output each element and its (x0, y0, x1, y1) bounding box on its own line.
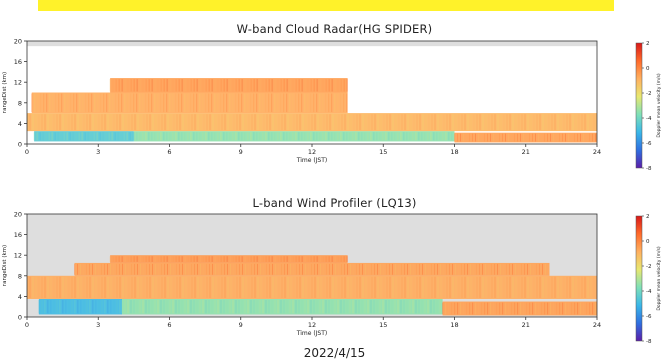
x-tick-label: 6 (167, 148, 171, 156)
colorbar-tick-label: 2 (646, 41, 650, 47)
x-tick-label: 21 (522, 148, 530, 156)
x-tick-label: 24 (593, 321, 601, 329)
x-tick-label: 3 (96, 321, 100, 329)
x-tick-label: 18 (450, 148, 458, 156)
y-tick-label: 4 (18, 293, 22, 301)
colorbar-tick-label: 2 (646, 214, 650, 220)
y-tick-label: 12 (14, 252, 22, 260)
colorbar-tick-label: -8 (646, 166, 652, 172)
colorbar (635, 42, 643, 169)
x-tick-label: 6 (167, 321, 171, 329)
echo-layer (31, 92, 348, 114)
x-tick-label: 21 (522, 321, 530, 329)
top-banner (38, 0, 614, 11)
echo-layer (34, 131, 134, 142)
colorbar-tick-label: -2 (646, 91, 651, 97)
echo-layer (442, 301, 597, 316)
y-tick-label: 0 (18, 141, 22, 149)
y-tick-label: 16 (14, 231, 22, 239)
x-tick-label: 15 (379, 148, 387, 156)
echo-layer (27, 275, 597, 299)
y-tick-label: 16 (14, 58, 22, 66)
no-data-region (27, 41, 597, 47)
echo-layer (454, 132, 597, 143)
y-tick-label: 8 (18, 272, 22, 280)
echo-layer (110, 255, 348, 263)
x-tick-label: 15 (379, 321, 387, 329)
x-tick-label: 12 (308, 148, 316, 156)
colorbar-tick-label: -8 (646, 339, 652, 345)
x-axis-label: Time (JST) (296, 157, 328, 164)
y-tick-label: 12 (14, 79, 22, 87)
colorbar-tick-label: -6 (646, 141, 652, 147)
panel-2-title: L-band Wind Profiler (LQ13) (252, 196, 417, 210)
y-tick-label: 20 (14, 211, 22, 219)
colorbar-tick-label: -6 (646, 314, 652, 320)
x-tick-label: 18 (450, 321, 458, 329)
panel-1-title: W-band Cloud Radar(HG SPIDER) (236, 22, 433, 36)
colorbar-tick-label: 0 (646, 239, 650, 245)
y-tick-label: 20 (14, 38, 22, 46)
x-tick-label: 12 (308, 321, 316, 329)
y-tick-label: 4 (18, 120, 22, 128)
echo-layer (74, 262, 550, 276)
echo-layer (133, 131, 455, 142)
echo-layer (38, 298, 122, 315)
colorbar-tick-label: -4 (646, 289, 652, 295)
y-tick-label: 8 (18, 99, 22, 107)
echo-layer (110, 78, 348, 93)
y-axis-label: rangeDist (km) (2, 245, 8, 286)
x-tick-label: 9 (239, 321, 243, 329)
x-tick-label: 9 (239, 148, 243, 156)
x-axis-label: Time (JST) (296, 330, 328, 337)
colorbar-tick-label: -4 (646, 116, 652, 122)
colorbar-label: Doppler mean velocity (m/s) (656, 73, 662, 137)
colorbar (635, 215, 643, 342)
y-tick-label: 0 (18, 314, 22, 322)
colorbar-tick-label: 0 (646, 66, 650, 72)
x-tick-label: 0 (25, 321, 29, 329)
y-axis-label: rangeDist (km) (2, 72, 8, 113)
echo-layer (27, 113, 597, 132)
x-tick-label: 24 (593, 148, 601, 156)
colorbar-label: Doppler mean velocity (m/s) (656, 246, 662, 310)
colorbar-tick-label: -2 (646, 264, 651, 270)
x-tick-label: 0 (25, 148, 29, 156)
echo-layer (122, 298, 443, 315)
date-label: 2022/4/15 (303, 346, 366, 360)
x-tick-label: 3 (96, 148, 100, 156)
